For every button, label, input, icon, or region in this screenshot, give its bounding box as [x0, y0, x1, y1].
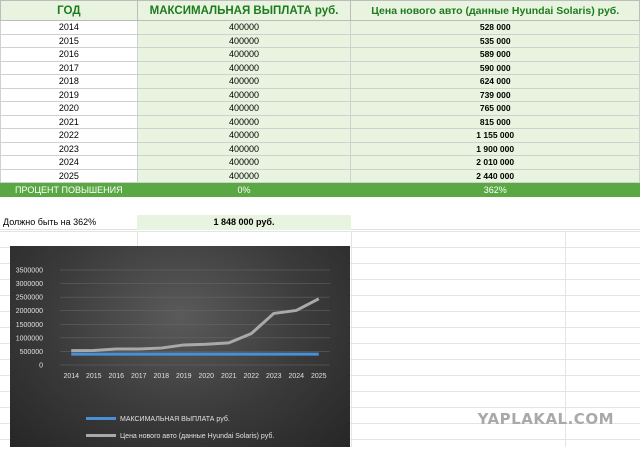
cell-car-price[interactable]: 589 000 [350, 47, 640, 62]
table-row: 2017 400000 590 000 [0, 60, 640, 75]
percent-max-payout[interactable]: 0% [136, 182, 352, 197]
table-row: 2024 400000 2 010 000 [0, 155, 640, 170]
y-tick-label: 1000000 [16, 335, 43, 342]
x-tick-label: 2017 [131, 373, 147, 380]
cell-max-payout[interactable]: 400000 [136, 114, 352, 129]
x-tick-label: 2025 [311, 373, 327, 380]
y-tick-label: 3500000 [16, 268, 43, 275]
table-row: 2016 400000 589 000 [0, 47, 640, 62]
table-header-row: ГОД МАКСИМАЛЬНАЯ ВЫПЛАТА руб. Цена новог… [0, 0, 640, 21]
cell-car-price[interactable]: 815 000 [350, 114, 640, 129]
cell-max-payout[interactable]: 400000 [136, 155, 352, 170]
x-tick-label: 2018 [153, 373, 169, 380]
header-year[interactable]: ГОД [0, 0, 138, 21]
data-table: ГОД МАКСИМАЛЬНАЯ ВЫПЛАТА руб. Цена новог… [0, 0, 640, 197]
cell-year[interactable]: 2024 [0, 155, 138, 170]
series-line-car-price [71, 297, 320, 353]
y-tick-label: 3000000 [16, 281, 43, 288]
table-row: 2018 400000 624 000 [0, 74, 640, 89]
chart-svg: 0 500000 1000000 1500000 2000000 2500000 30000… [16, 268, 330, 440]
cell-max-payout[interactable]: 400000 [136, 168, 352, 183]
table-row: 2025 400000 2 440 000 [0, 168, 640, 183]
header-car-price[interactable]: Цена нового авто (данные Hyundai Solaris… [350, 0, 640, 21]
cell-year[interactable]: 2021 [0, 114, 138, 129]
cell-max-payout[interactable]: 400000 [136, 87, 352, 102]
table-row: 2019 400000 739 000 [0, 87, 640, 102]
cell-car-price[interactable]: 2 010 000 [350, 155, 640, 170]
x-tick-label: 2024 [288, 373, 304, 380]
summary-value[interactable]: 1 848 000 руб. [137, 215, 351, 230]
table-row: 2022 400000 1 155 000 [0, 128, 640, 143]
cell-car-price[interactable]: 765 000 [350, 101, 640, 116]
cell-max-payout[interactable]: 400000 [136, 74, 352, 89]
cell-car-price[interactable]: 624 000 [350, 74, 640, 89]
y-tick-label: 500000 [20, 349, 43, 356]
y-tick-label: 1500000 [16, 322, 43, 329]
cell-car-price[interactable]: 590 000 [350, 60, 640, 75]
cell-car-price[interactable]: 1 155 000 [350, 128, 640, 143]
cell-max-payout[interactable]: 400000 [136, 60, 352, 75]
cell-year[interactable]: 2017 [0, 60, 138, 75]
y-tick-label: 2000000 [16, 308, 43, 315]
x-tick-label: 2021 [221, 373, 237, 380]
cell-year[interactable]: 2018 [0, 74, 138, 89]
cell-max-payout[interactable]: 400000 [136, 101, 352, 116]
cell-max-payout[interactable]: 400000 [136, 33, 352, 48]
table-row: 2015 400000 535 000 [0, 33, 640, 48]
cell-car-price[interactable]: 528 000 [350, 20, 640, 35]
cell-max-payout[interactable]: 400000 [136, 20, 352, 35]
y-tick-label: 2500000 [16, 295, 43, 302]
summary-label[interactable]: Должно быть на 362% [3, 217, 97, 227]
cell-max-payout[interactable]: 400000 [136, 47, 352, 62]
y-tick-label: 0 [39, 363, 43, 370]
cell-car-price[interactable]: 1 900 000 [350, 141, 640, 156]
x-tick-label: 2015 [86, 373, 102, 380]
line-chart[interactable]: 0 500000 1000000 1500000 2000000 2500000 30000… [10, 246, 350, 447]
x-tick-label: 2020 [198, 373, 214, 380]
percent-car-price[interactable]: 362% [350, 182, 640, 197]
cell-year[interactable]: 2019 [0, 87, 138, 102]
cell-year[interactable]: 2025 [0, 168, 138, 183]
table-row: 2021 400000 815 000 [0, 114, 640, 129]
cell-car-price[interactable]: 535 000 [350, 33, 640, 48]
header-max-payout[interactable]: МАКСИМАЛЬНАЯ ВЫПЛАТА руб. [136, 0, 352, 21]
percent-label[interactable]: ПРОЦЕНТ ПОВЫШЕНИЯ [0, 182, 138, 197]
x-tick-label: 2016 [108, 373, 124, 380]
x-tick-label: 2014 [63, 373, 79, 380]
cell-year[interactable]: 2022 [0, 128, 138, 143]
cell-car-price[interactable]: 739 000 [350, 87, 640, 102]
legend-label: МАКСИМАЛЬНАЯ ВЫПЛАТА руб. [120, 415, 230, 423]
cell-year[interactable]: 2020 [0, 101, 138, 116]
x-tick-label: 2023 [266, 373, 282, 380]
cell-year[interactable]: 2023 [0, 141, 138, 156]
table-row: 2020 400000 765 000 [0, 101, 640, 116]
cell-max-payout[interactable]: 400000 [136, 128, 352, 143]
x-tick-label: 2019 [176, 373, 192, 380]
cell-year[interactable]: 2016 [0, 47, 138, 62]
cell-year[interactable]: 2015 [0, 33, 138, 48]
cell-max-payout[interactable]: 400000 [136, 141, 352, 156]
legend-label: Цена нового авто (данные Hyundai Solaris… [120, 432, 274, 440]
table-row: 2014 400000 528 000 [0, 20, 640, 35]
percent-row: ПРОЦЕНТ ПОВЫШЕНИЯ 0% 362% [0, 182, 640, 197]
cell-car-price[interactable]: 2 440 000 [350, 168, 640, 183]
watermark: YAPLAKAL.COM [477, 410, 614, 428]
x-tick-label: 2022 [243, 373, 259, 380]
table-row: 2023 400000 1 900 000 [0, 141, 640, 156]
cell-year[interactable]: 2014 [0, 20, 138, 35]
